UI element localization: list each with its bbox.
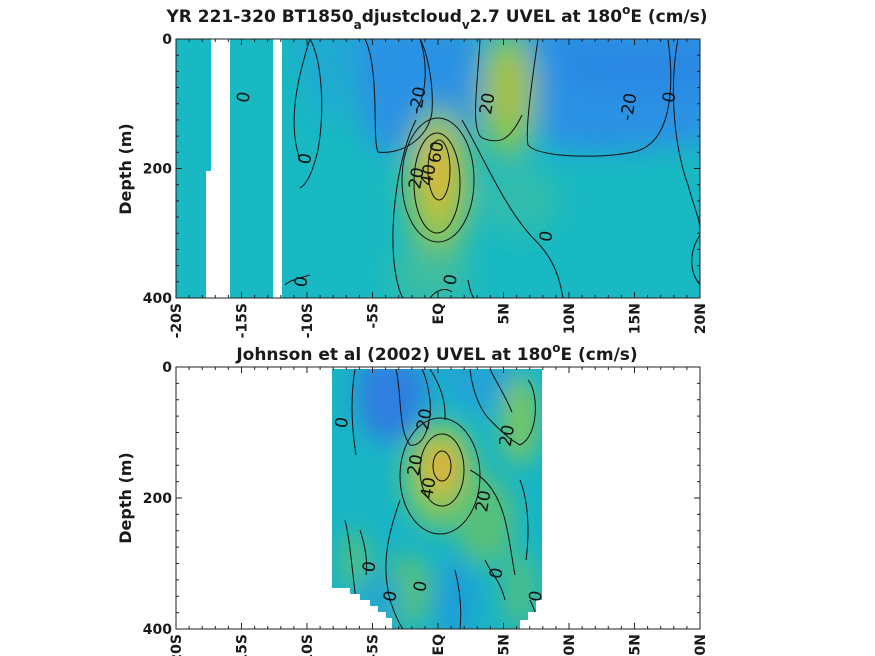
top-contour-label: 20 xyxy=(405,166,428,191)
top-contour-label: 0 xyxy=(536,229,558,243)
top-x-tick-label: 20N xyxy=(693,303,709,334)
bottom-x-tick-label: 15N xyxy=(628,634,644,656)
top-y-tick-label: 400 xyxy=(143,291,172,307)
top-x-tick-label: -15S xyxy=(235,303,251,338)
bottom-y-tick-label: 200 xyxy=(143,491,172,507)
top-contour-label: 20 xyxy=(476,91,499,116)
top-x-tick-label: -20S xyxy=(169,303,185,338)
bottom-panel: Johnson et al (2002) UVEL at 180oE (cm/s… xyxy=(116,341,709,656)
bottom-contour-label: 0 xyxy=(525,589,547,603)
bottom-title: Johnson et al (2002) UVEL at 180oE (cm/s… xyxy=(235,341,637,365)
bottom-contour-label: 0 xyxy=(359,560,381,574)
bottom-y-axis-label: Depth (m) xyxy=(116,452,135,544)
top-x-tick-label: 10N xyxy=(562,303,578,334)
top-x-tick-label: -10S xyxy=(300,303,316,338)
bottom-x-tick-label: -5S xyxy=(366,634,382,656)
bottom-contour-label: 20 xyxy=(413,407,436,432)
top-contour-label: -20 xyxy=(406,85,431,116)
bottom-contour-label: 40 xyxy=(417,476,440,501)
top-y-axis-label: Depth (m) xyxy=(116,123,135,215)
top-contour-label: 0 xyxy=(440,273,462,287)
top-contour-label: -20 xyxy=(617,92,642,123)
bottom-x-tick-label: -15S xyxy=(235,634,251,656)
top-y-tick-label: 0 xyxy=(162,32,172,48)
top-x-tick-label: -5S xyxy=(366,303,382,329)
top-contour-label: 0 xyxy=(295,152,317,166)
bottom-x-tick-label: 10N xyxy=(562,634,578,656)
bottom-contour-label: 0 xyxy=(332,416,354,430)
bottom-x-tick-label: -10S xyxy=(300,634,316,656)
bottom-y-tick-label: 0 xyxy=(162,360,172,376)
top-contour-label: 0 xyxy=(233,90,255,104)
bottom-x-tick-label: 5N xyxy=(497,634,513,655)
bottom-x-tick-label: EQ xyxy=(431,634,447,656)
bottom-contours xyxy=(344,369,541,629)
top-contour-label: 40 xyxy=(417,163,440,188)
bottom-contour-label: 0 xyxy=(410,579,432,593)
top-panel: YR 221-320 BT1850adjustcloudv2.7 UVEL at… xyxy=(116,3,709,338)
top-title: YR 221-320 BT1850adjustcloudv2.7 UVEL at… xyxy=(165,3,707,32)
bottom-x-tick-label: -20S xyxy=(169,634,185,656)
top-x-tick-label: 5N xyxy=(497,303,513,324)
top-contour-label: 60 xyxy=(425,140,448,165)
bottom-contour-label: 20 xyxy=(496,423,519,448)
bottom-contour-label: 20 xyxy=(404,453,427,478)
bottom-x-tick-label: 20N xyxy=(693,634,709,656)
bottom-contour-label: 0 xyxy=(380,589,402,603)
top-y-tick-label: 200 xyxy=(143,162,172,178)
bottom-contour-label: 20 xyxy=(472,489,495,514)
top-x-tick-label: EQ xyxy=(431,303,447,325)
bottom-y-tick-label: 400 xyxy=(143,622,172,638)
top-contour-label: 0 xyxy=(659,90,681,104)
top-contour-label: 0 xyxy=(291,275,313,289)
bottom-contour-label: 0 xyxy=(486,566,508,580)
top-x-tick-label: 15N xyxy=(628,303,644,334)
